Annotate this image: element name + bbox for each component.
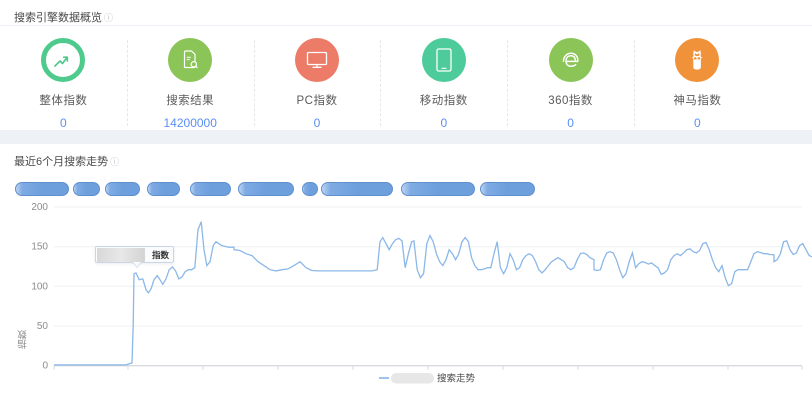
svg-text:搜索走势: 搜索走势 [437, 373, 476, 385]
svg-text:150: 150 [31, 242, 48, 253]
svg-text:0: 0 [42, 361, 48, 372]
svg-text:50: 50 [37, 321, 49, 332]
svg-text:200: 200 [31, 202, 48, 213]
svg-text:100: 100 [31, 281, 48, 292]
